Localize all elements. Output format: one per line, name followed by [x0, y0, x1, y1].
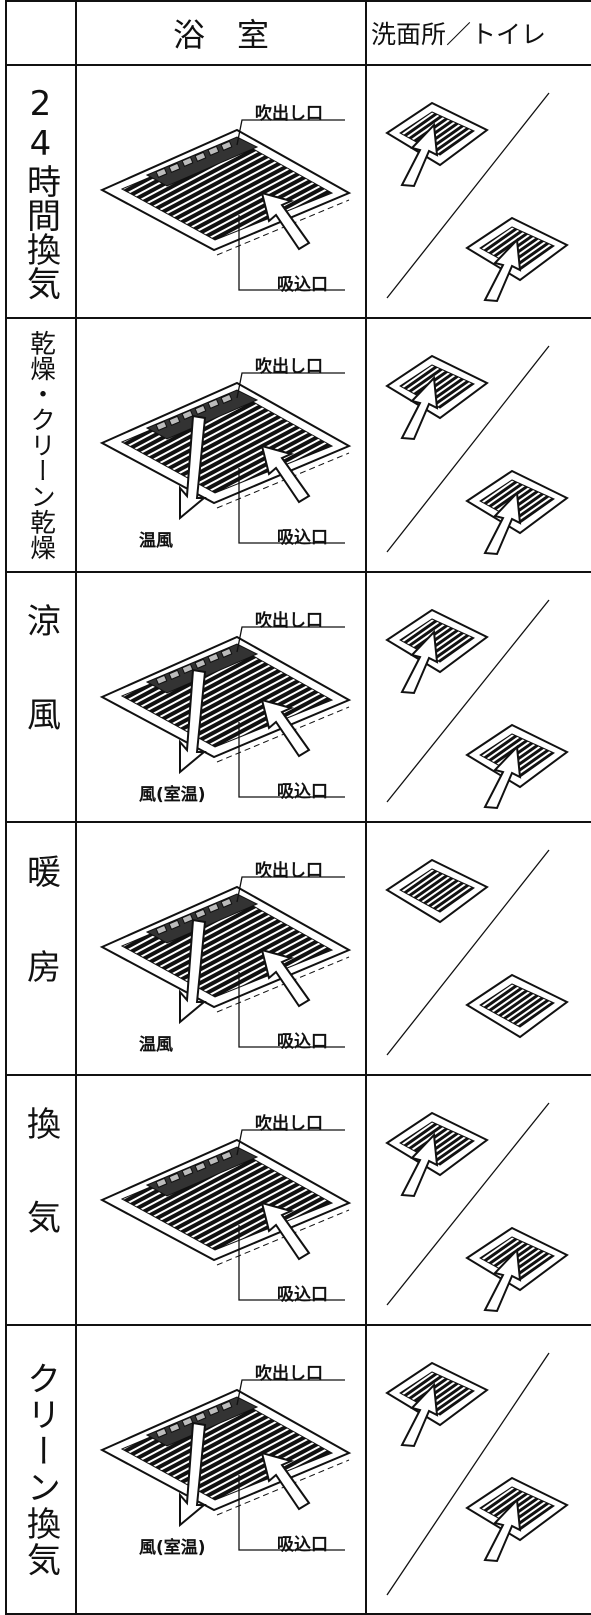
mode-label: クリーン換気	[20, 1361, 61, 1579]
washroom-cell	[367, 318, 591, 572]
outlet-label: 吹出し口	[255, 357, 323, 377]
header-washroom: 洗面所／トイレ	[371, 19, 547, 49]
washroom-illustration	[367, 599, 591, 822]
vent	[467, 975, 567, 1037]
outlet-label: 吹出し口	[255, 1114, 323, 1134]
divider	[386, 849, 550, 1056]
column-line	[75, 0, 77, 1615]
washroom-illustration	[367, 1352, 591, 1596]
ceiling-unit	[102, 877, 349, 1047]
ceiling-unit	[102, 1130, 349, 1300]
divider	[386, 92, 550, 299]
inlet-label: 吸込口	[277, 528, 328, 548]
bathroom-cell: 吹出し口吸込口 風(室温)	[77, 572, 365, 822]
inlet-label: 吸込口	[277, 1032, 328, 1052]
row-line	[5, 1324, 591, 1326]
outlet-label: 吹出し口	[255, 104, 323, 124]
airflow-label: 風(室温)	[139, 785, 206, 805]
ceiling-unit	[102, 627, 349, 797]
mode-label: 24時間換気	[20, 83, 61, 300]
ceiling-unit	[102, 120, 349, 290]
inlet-label: 吸込口	[277, 275, 328, 295]
divider	[386, 1102, 550, 1306]
bathroom-cell: 吹出し口吸込口 温風	[77, 822, 365, 1075]
outlet-label: 吹出し口	[255, 861, 323, 881]
row-line	[5, 64, 591, 66]
washroom-cell	[367, 1075, 591, 1325]
washroom-illustration	[367, 1102, 591, 1325]
washroom-cell	[367, 1325, 591, 1615]
outlet-label: 吹出し口	[255, 611, 323, 631]
divider	[386, 599, 550, 803]
ceiling-unit	[102, 373, 349, 543]
row-line	[5, 571, 591, 573]
row-line	[5, 821, 591, 823]
mode-label: 暖房	[20, 853, 61, 1044]
border-top	[5, 0, 591, 2]
outlet-label: 吹出し口	[255, 1364, 323, 1384]
inlet-label: 吸込口	[277, 782, 328, 802]
border-bottom	[5, 1613, 591, 1615]
washroom-illustration	[367, 92, 591, 318]
header-bathroom: 浴 室	[172, 15, 269, 54]
washroom-cell	[367, 822, 591, 1075]
ceiling-unit	[102, 1380, 349, 1550]
washroom-cell	[367, 65, 591, 318]
inlet-label: 吸込口	[277, 1535, 328, 1555]
divider	[386, 1352, 550, 1596]
vent	[387, 860, 487, 922]
airflow-label: 温風	[139, 1035, 173, 1055]
airflow-label: 風(室温)	[139, 1538, 206, 1558]
column-line	[365, 0, 367, 1615]
row-line	[5, 1074, 591, 1076]
mode-label: 涼風	[20, 603, 61, 791]
washroom-cell	[367, 572, 591, 822]
bathroom-cell: 吹出し口吸込口 風(室温)	[77, 1325, 365, 1615]
bathroom-cell: 吹出し口吸込口	[77, 65, 365, 318]
row-line	[5, 317, 591, 319]
washroom-illustration	[367, 345, 591, 572]
airflow-label: 温風	[139, 531, 173, 551]
bathroom-cell: 吹出し口吸込口	[77, 1075, 365, 1325]
inlet-label: 吸込口	[277, 1285, 328, 1305]
mode-label: 換気	[20, 1106, 61, 1294]
washroom-illustration	[367, 849, 591, 1056]
divider	[386, 345, 550, 553]
mode-label: 乾燥・クリーン乾燥	[25, 330, 56, 560]
bathroom-cell: 吹出し口吸込口 温風	[77, 318, 365, 572]
border-left	[5, 0, 7, 1615]
